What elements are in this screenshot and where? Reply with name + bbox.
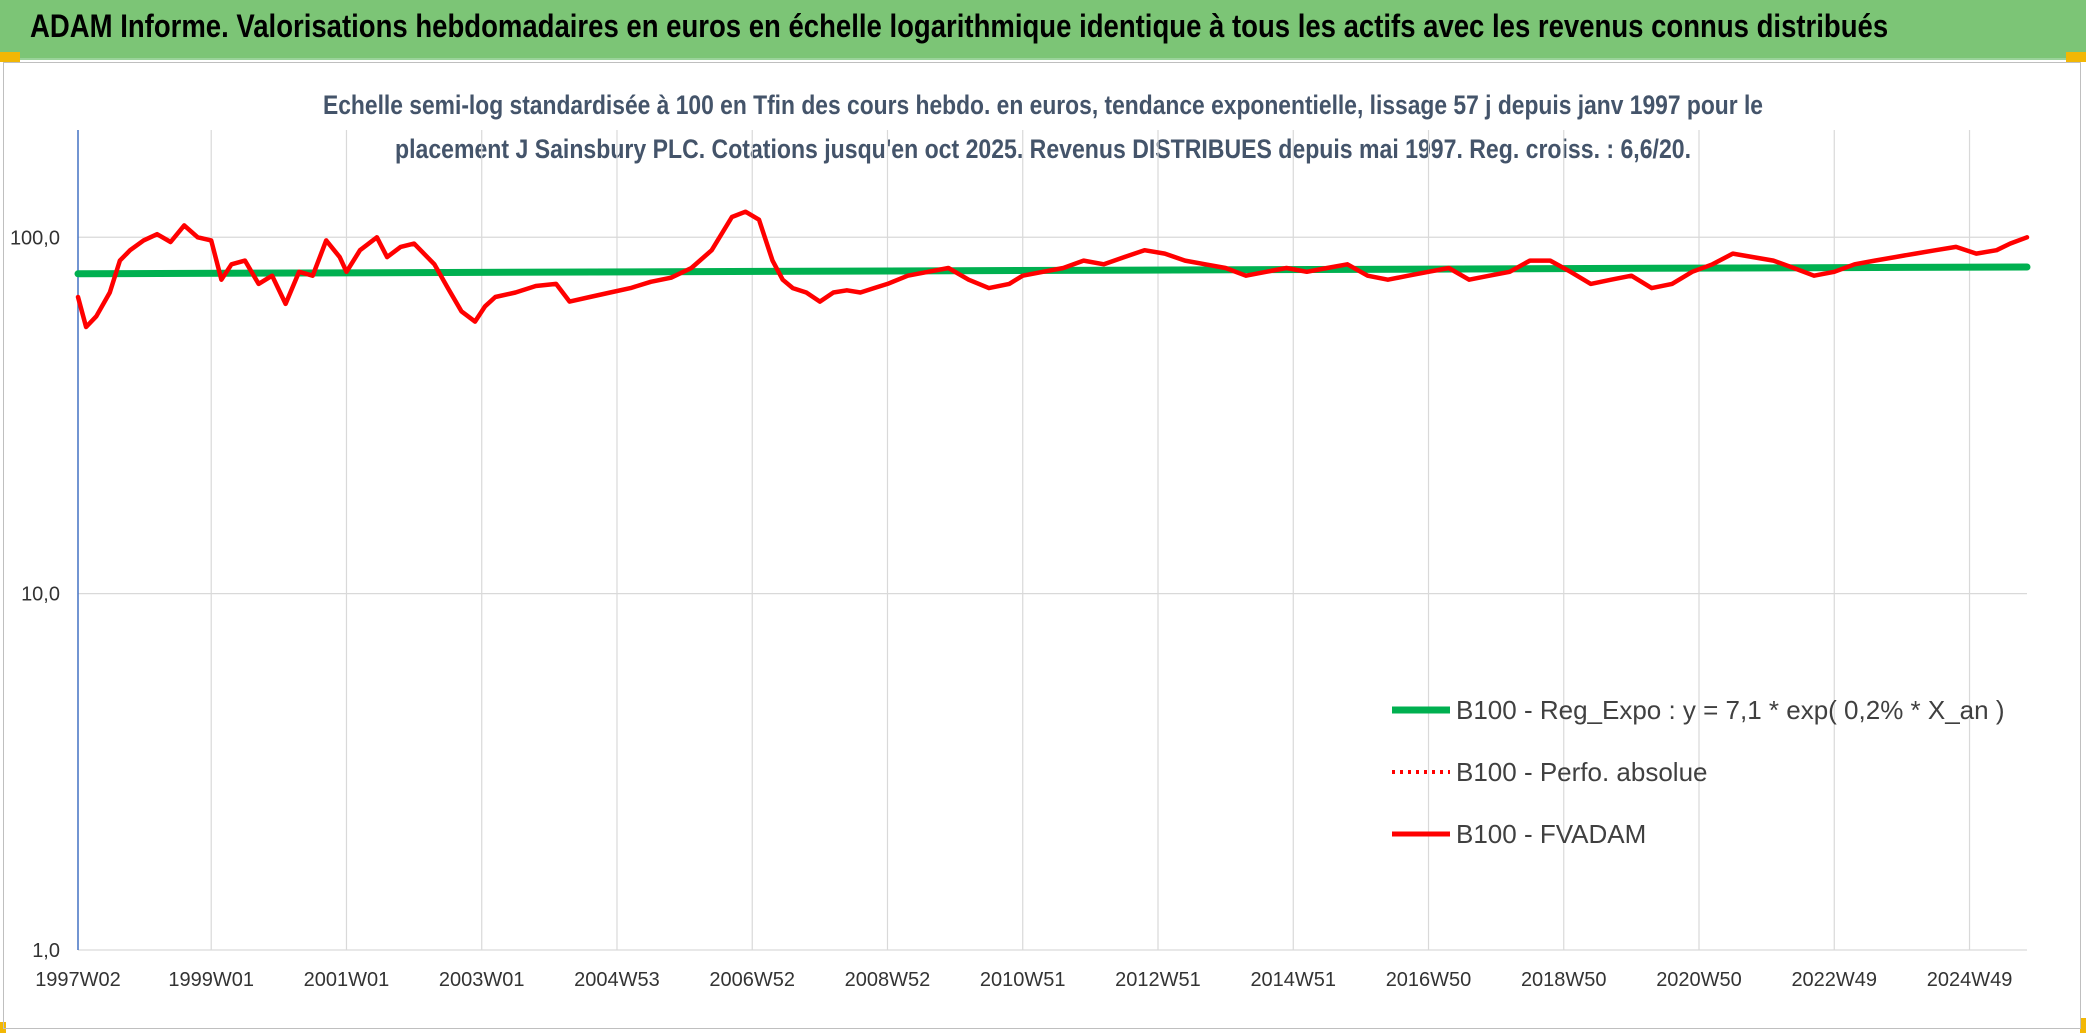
- chart-subtitle-line-1: Echelle semi-log standardisée à 100 en T…: [323, 90, 1763, 120]
- chart-subtitle-line-2: placement J Sainsbury PLC. Cotations jus…: [395, 134, 1691, 164]
- chart-frame: [3, 62, 2081, 1029]
- x-tick-label: 2006W52: [709, 969, 795, 991]
- x-tick-label: 2004W53: [574, 969, 660, 991]
- corner-marker-top-right: [2066, 52, 2086, 62]
- x-tick-label: 2016W50: [1386, 969, 1472, 991]
- y-tick-label: 100,0: [10, 227, 60, 249]
- x-tick-label: 2010W51: [980, 969, 1066, 991]
- page-title: ADAM Informe. Valorisations hebdomadaire…: [30, 8, 1889, 44]
- series-line-fvadam: [75, 209, 2030, 330]
- legend-entry-label: B100 - Reg_Expo : y = 7,1 * exp( 0,2% * …: [1456, 695, 2005, 725]
- x-tick-label: 2024W49: [1927, 969, 2013, 991]
- x-tick-label: 2014W51: [1250, 969, 1336, 991]
- y-tick-labels: 1,0 10,0 100,0: [10, 227, 60, 962]
- x-tick-label: 2008W52: [845, 969, 931, 991]
- legend: B100 - Reg_Expo : y = 7,1 * exp( 0,2% * …: [1392, 695, 2005, 849]
- header-banner: ADAM Informe. Valorisations hebdomadaire…: [0, 0, 2086, 60]
- x-gridlines: [210, 130, 1971, 950]
- y-tick-label: 10,0: [21, 584, 60, 606]
- y-tick-label: 1,0: [32, 940, 60, 962]
- x-tick-label: 2018W50: [1521, 969, 1607, 991]
- corner-marker-top-left: [0, 52, 20, 62]
- x-tick-label: 2022W49: [1791, 969, 1877, 991]
- x-tick-label: 2020W50: [1656, 969, 1742, 991]
- x-tick-label: 2012W51: [1115, 969, 1201, 991]
- x-tick-label: 1997W02: [35, 969, 121, 991]
- x-tick-label: 2003W01: [439, 969, 525, 991]
- legend-entry-label: B100 - Perfo. absolue: [1456, 757, 1708, 787]
- y-gridlines: [78, 236, 2027, 951]
- x-tick-labels: 1997W02 1999W01 2001W01 2003W01 2004W53 2006W…: [35, 969, 2012, 991]
- x-tick-label: 2001W01: [304, 969, 390, 991]
- x-tick-label: 1999W01: [168, 969, 254, 991]
- legend-entry-label: B100 - FVADAM: [1456, 819, 1646, 849]
- series-layer: [74, 209, 2031, 330]
- corner-marker-bottom-right: [2080, 1018, 2086, 1033]
